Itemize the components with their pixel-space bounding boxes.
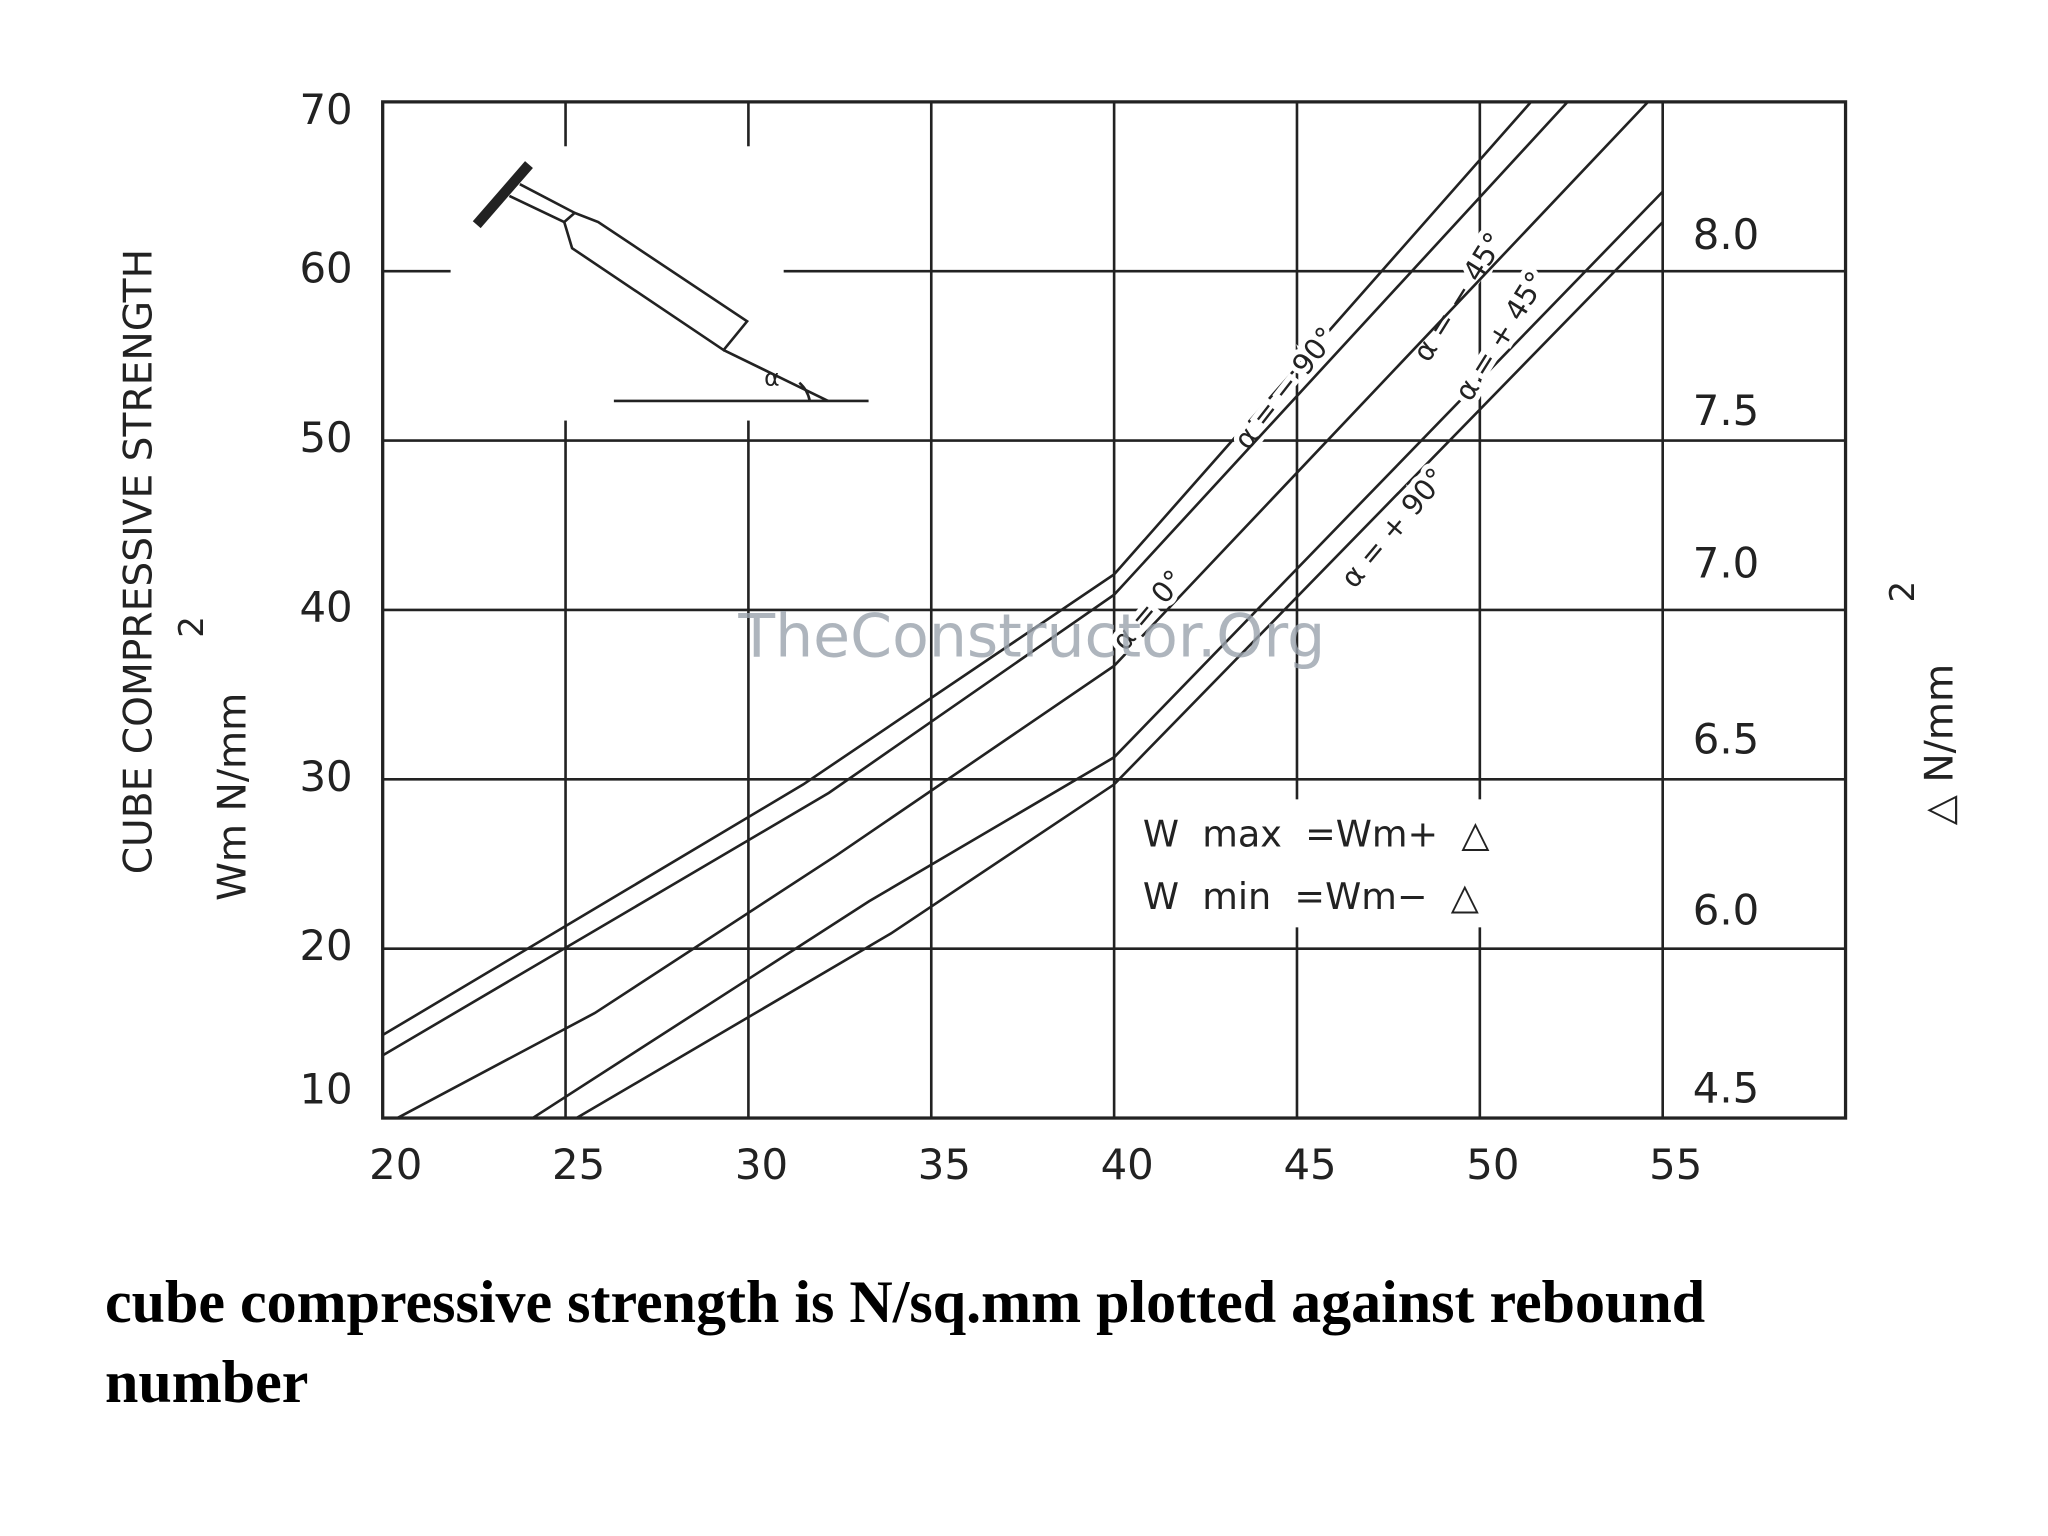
hammer-illustration [472, 161, 869, 403]
x-tick-label: 20 [369, 1140, 422, 1189]
x-tick-label: 55 [1649, 1140, 1702, 1189]
y-tick-label: 30 [299, 752, 352, 801]
y-tick-label: 20 [299, 921, 352, 970]
series-label: α = − 90° [1227, 320, 1343, 455]
delta-label: 6.0 [1693, 886, 1759, 935]
delta-label: 8.0 [1693, 210, 1759, 259]
y2-axis-unit: △ N/mm [1918, 664, 1963, 825]
y-axis-unit: Wm N/mm [211, 693, 256, 901]
plot-frame [381, 100, 1848, 1120]
series-line [575, 221, 1664, 1120]
y-axis-unit-exponent: 2 [172, 616, 212, 638]
x-tick-label: 45 [1283, 1140, 1336, 1189]
delta-label: 7.5 [1693, 386, 1759, 435]
y-tick-label: 40 [299, 582, 352, 631]
watermark: TheConstructor.Org [737, 602, 1325, 672]
inset-background [450, 146, 784, 421]
series-line [382, 101, 1533, 1037]
x-tick-label: 50 [1466, 1140, 1519, 1189]
y-tick-label: 60 [299, 244, 352, 293]
series-line [396, 100, 1650, 1120]
x-tick-label: 35 [918, 1140, 971, 1189]
series-line [531, 190, 1664, 1120]
legend-background [1129, 799, 1640, 928]
caption: cube compressive strength is N/sq.mm plo… [105, 1269, 1706, 1415]
legend-text: W min =Wm− △ [1143, 875, 1480, 918]
grid [381, 100, 1846, 1120]
y-tick-label: 10 [299, 1064, 352, 1113]
y-tick-label: 50 [299, 413, 352, 462]
legend-text: W max =Wm+ △ [1143, 812, 1491, 855]
y-axis-label: CUBE COMPRESSIVE STRENGTH [117, 249, 162, 874]
delta-label: 4.5 [1693, 1063, 1759, 1112]
x-tick-label: 40 [1101, 1140, 1154, 1189]
delta-label: 6.5 [1693, 715, 1759, 764]
y-tick-label: 70 [299, 85, 352, 134]
series-label: α = + 90° [1334, 461, 1453, 594]
series-line [382, 100, 1569, 1057]
y2-axis-unit-exponent: 2 [1883, 581, 1923, 603]
angle-label: α [764, 363, 780, 391]
x-tick-label: 25 [552, 1140, 605, 1189]
x-tick-label: 30 [735, 1140, 788, 1189]
delta-label: 7.0 [1693, 538, 1759, 587]
